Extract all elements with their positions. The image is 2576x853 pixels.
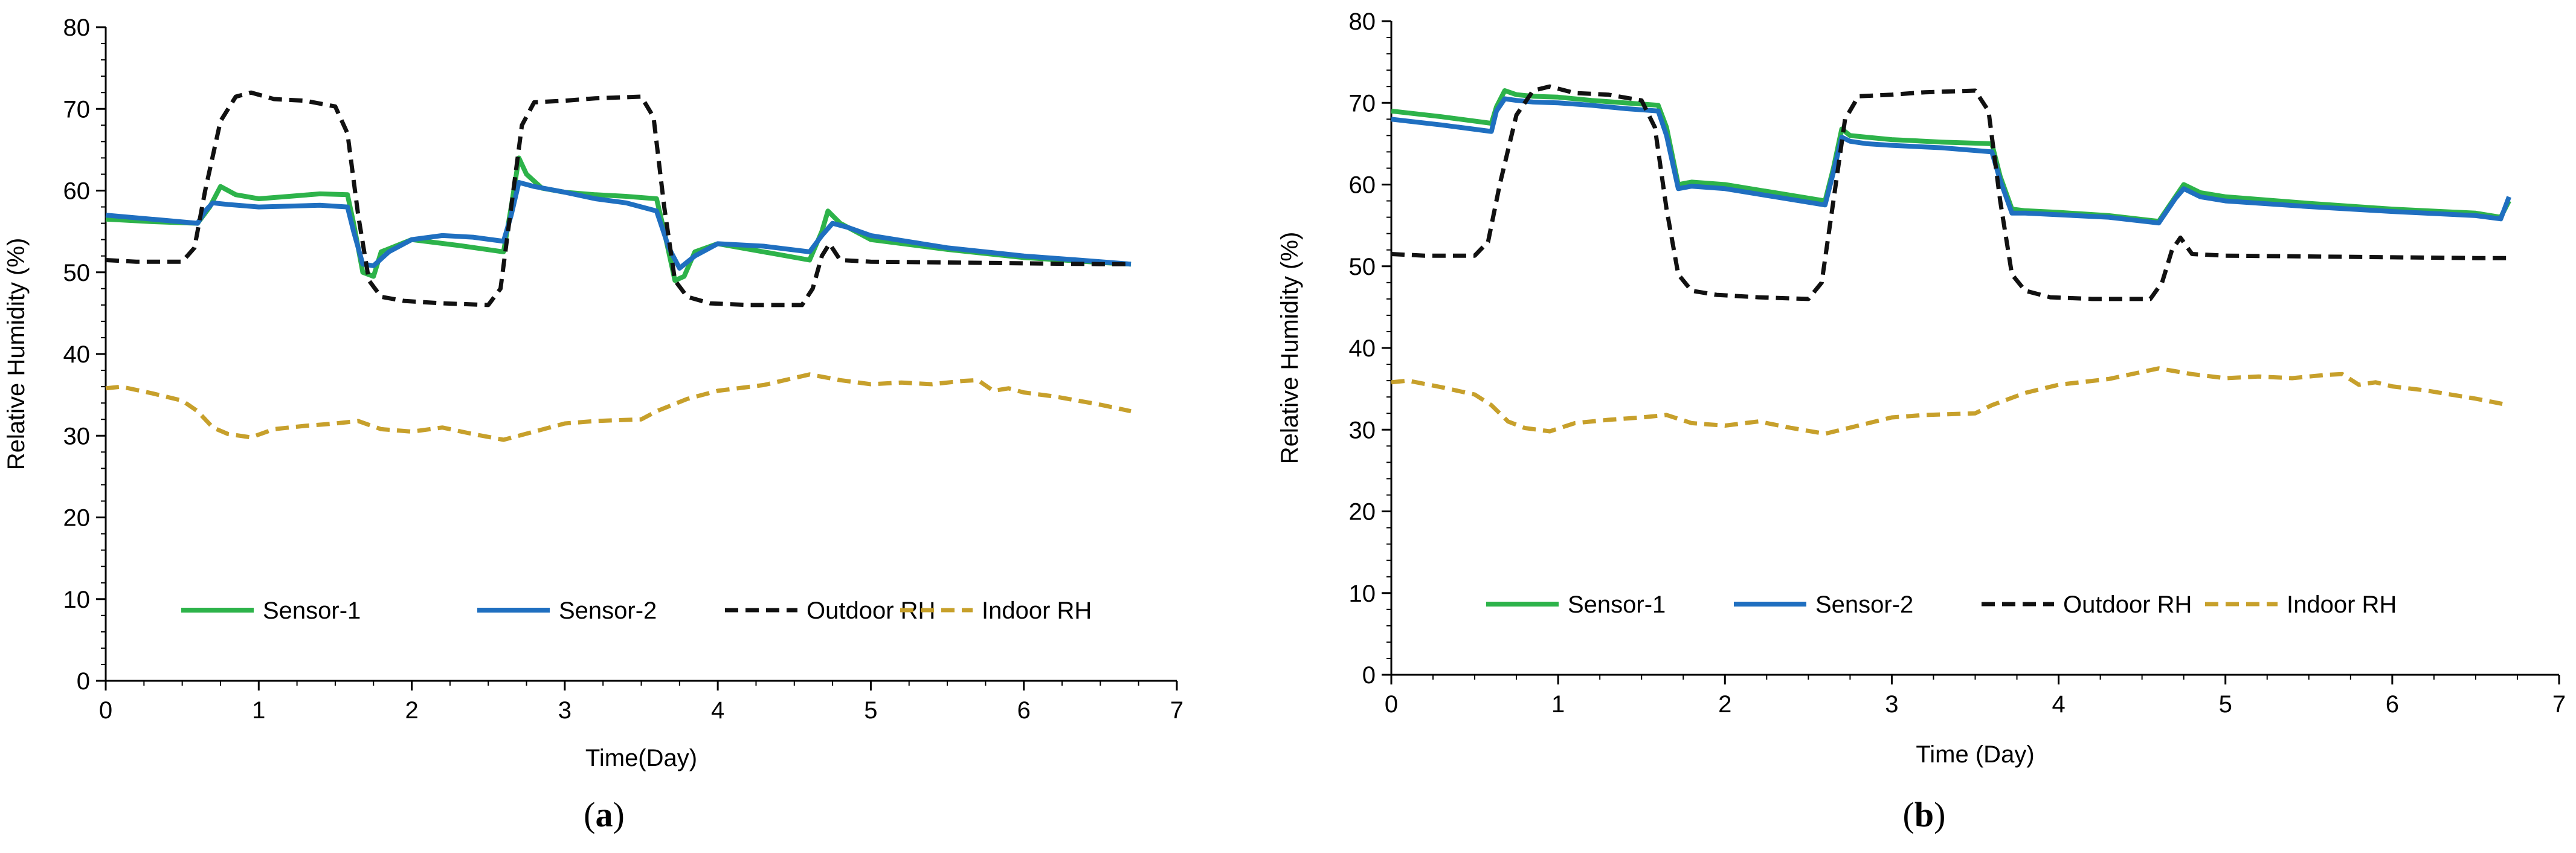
- panel-a-y-tick-label: 70: [63, 96, 91, 123]
- panel-a-label: (a): [584, 795, 625, 834]
- panel-b-label-letter: b: [1914, 795, 1934, 834]
- panel-a-series-sensor2-line: [105, 180, 1132, 271]
- panel-a-y-axis-title: Relative Humidity (%): [3, 238, 30, 471]
- panel-b-legend-label-sensor2: Sensor-2: [1815, 591, 1913, 618]
- panel-b-y-tick-label: 0: [1362, 662, 1376, 689]
- panel-a-y-tick-label: 20: [63, 505, 91, 532]
- panel-a-y-tick-label: 60: [63, 178, 91, 205]
- panel-b-y-axis-title: Relative Humidity (%): [1277, 232, 1303, 465]
- panel-b-x-tick-label: 4: [2052, 691, 2065, 718]
- panel-b-y-tick-label: 40: [1349, 335, 1376, 362]
- panel-a-x-tick-label: 4: [711, 697, 724, 724]
- panel-b-x-tick-label: 3: [1885, 691, 1898, 718]
- panel-a-legend-label-indoor: Indoor RH: [982, 597, 1092, 624]
- panel-b-x-tick-label: 7: [2552, 691, 2566, 718]
- panel-b-x-tick-label: 0: [1385, 691, 1398, 718]
- panel-a-x-tick-label: 3: [558, 697, 572, 724]
- panel-b-series-indoor-line: [1391, 366, 2510, 436]
- panel-a-x-tick-label: 0: [99, 697, 112, 724]
- panel-a-label-letter: a: [596, 795, 613, 834]
- panel-b-y-tick-label: 60: [1349, 172, 1376, 199]
- panel-a-legend-label-outdoor: Outdoor RH: [807, 597, 935, 624]
- panel-a-y-tick-label: 0: [77, 668, 90, 695]
- panel-b-x-tick-label: 5: [2219, 691, 2232, 718]
- panel-b-y-tick-label: 70: [1349, 90, 1376, 117]
- panel-b-y-tick-label: 10: [1349, 581, 1376, 607]
- panel-b-x-tick-label: 2: [1718, 691, 1731, 718]
- panel-b-y-tick-label: 80: [1349, 8, 1376, 35]
- panel-a-x-axis-title: Time(Day): [585, 745, 697, 771]
- panel-a-x-tick-label: 7: [1170, 697, 1183, 724]
- panel-a-x-tick-label: 6: [1017, 697, 1031, 724]
- panel-b-x-axis-title: Time (Day): [1916, 741, 2034, 768]
- panel-a-y-tick-label: 30: [63, 423, 91, 449]
- panel-a-legend: Sensor-1 Sensor-2 Outdoor RH Indoor RH: [181, 597, 1092, 624]
- panel-a-y-tick-label: 10: [63, 587, 91, 613]
- panel-a-x-tick-label: 2: [405, 697, 418, 724]
- panel-a-y-tick-label: 40: [63, 341, 91, 368]
- panel-b-y-tick-label: 20: [1349, 499, 1376, 526]
- panel-a-legend-label-sensor2: Sensor-2: [559, 597, 657, 624]
- panel-a-x-tick-label: 1: [252, 697, 265, 724]
- panel-b-x-tick-label: 6: [2386, 691, 2399, 718]
- panel-b-series-sensor2-line: [1391, 96, 2511, 226]
- panel-b-y-tick-label: 50: [1349, 254, 1376, 280]
- panel-a-series-indoor-line: [105, 372, 1132, 442]
- panel-b-y-tick-label: 30: [1349, 417, 1376, 443]
- panel-a-series-outdoor-line: [105, 90, 1131, 307]
- panel-b-series-outdoor-line: [1391, 84, 2510, 301]
- panel-b-series-sensor1-line: [1391, 88, 2511, 224]
- panel-a-y-tick-label: 50: [63, 260, 91, 286]
- panel-a-legend-label-sensor1: Sensor-1: [263, 597, 361, 624]
- panel-b-legend-label-indoor: Indoor RH: [2287, 591, 2397, 618]
- panel-b-legend: Sensor-1 Sensor-2 Outdoor RH Indoor RH: [1486, 591, 2397, 618]
- panel-a-y-tick-label: 80: [63, 14, 91, 41]
- panel-b-legend-label-sensor1: Sensor-1: [1568, 591, 1666, 618]
- panel-b-legend-label-outdoor: Outdoor RH: [2063, 591, 2192, 618]
- panel-b-label: (b): [1903, 795, 1946, 834]
- panel-b-x-tick-label: 1: [1551, 691, 1565, 718]
- panel-a-x-tick-label: 5: [864, 697, 877, 724]
- panel-a-series-sensor1-line: [105, 155, 1132, 283]
